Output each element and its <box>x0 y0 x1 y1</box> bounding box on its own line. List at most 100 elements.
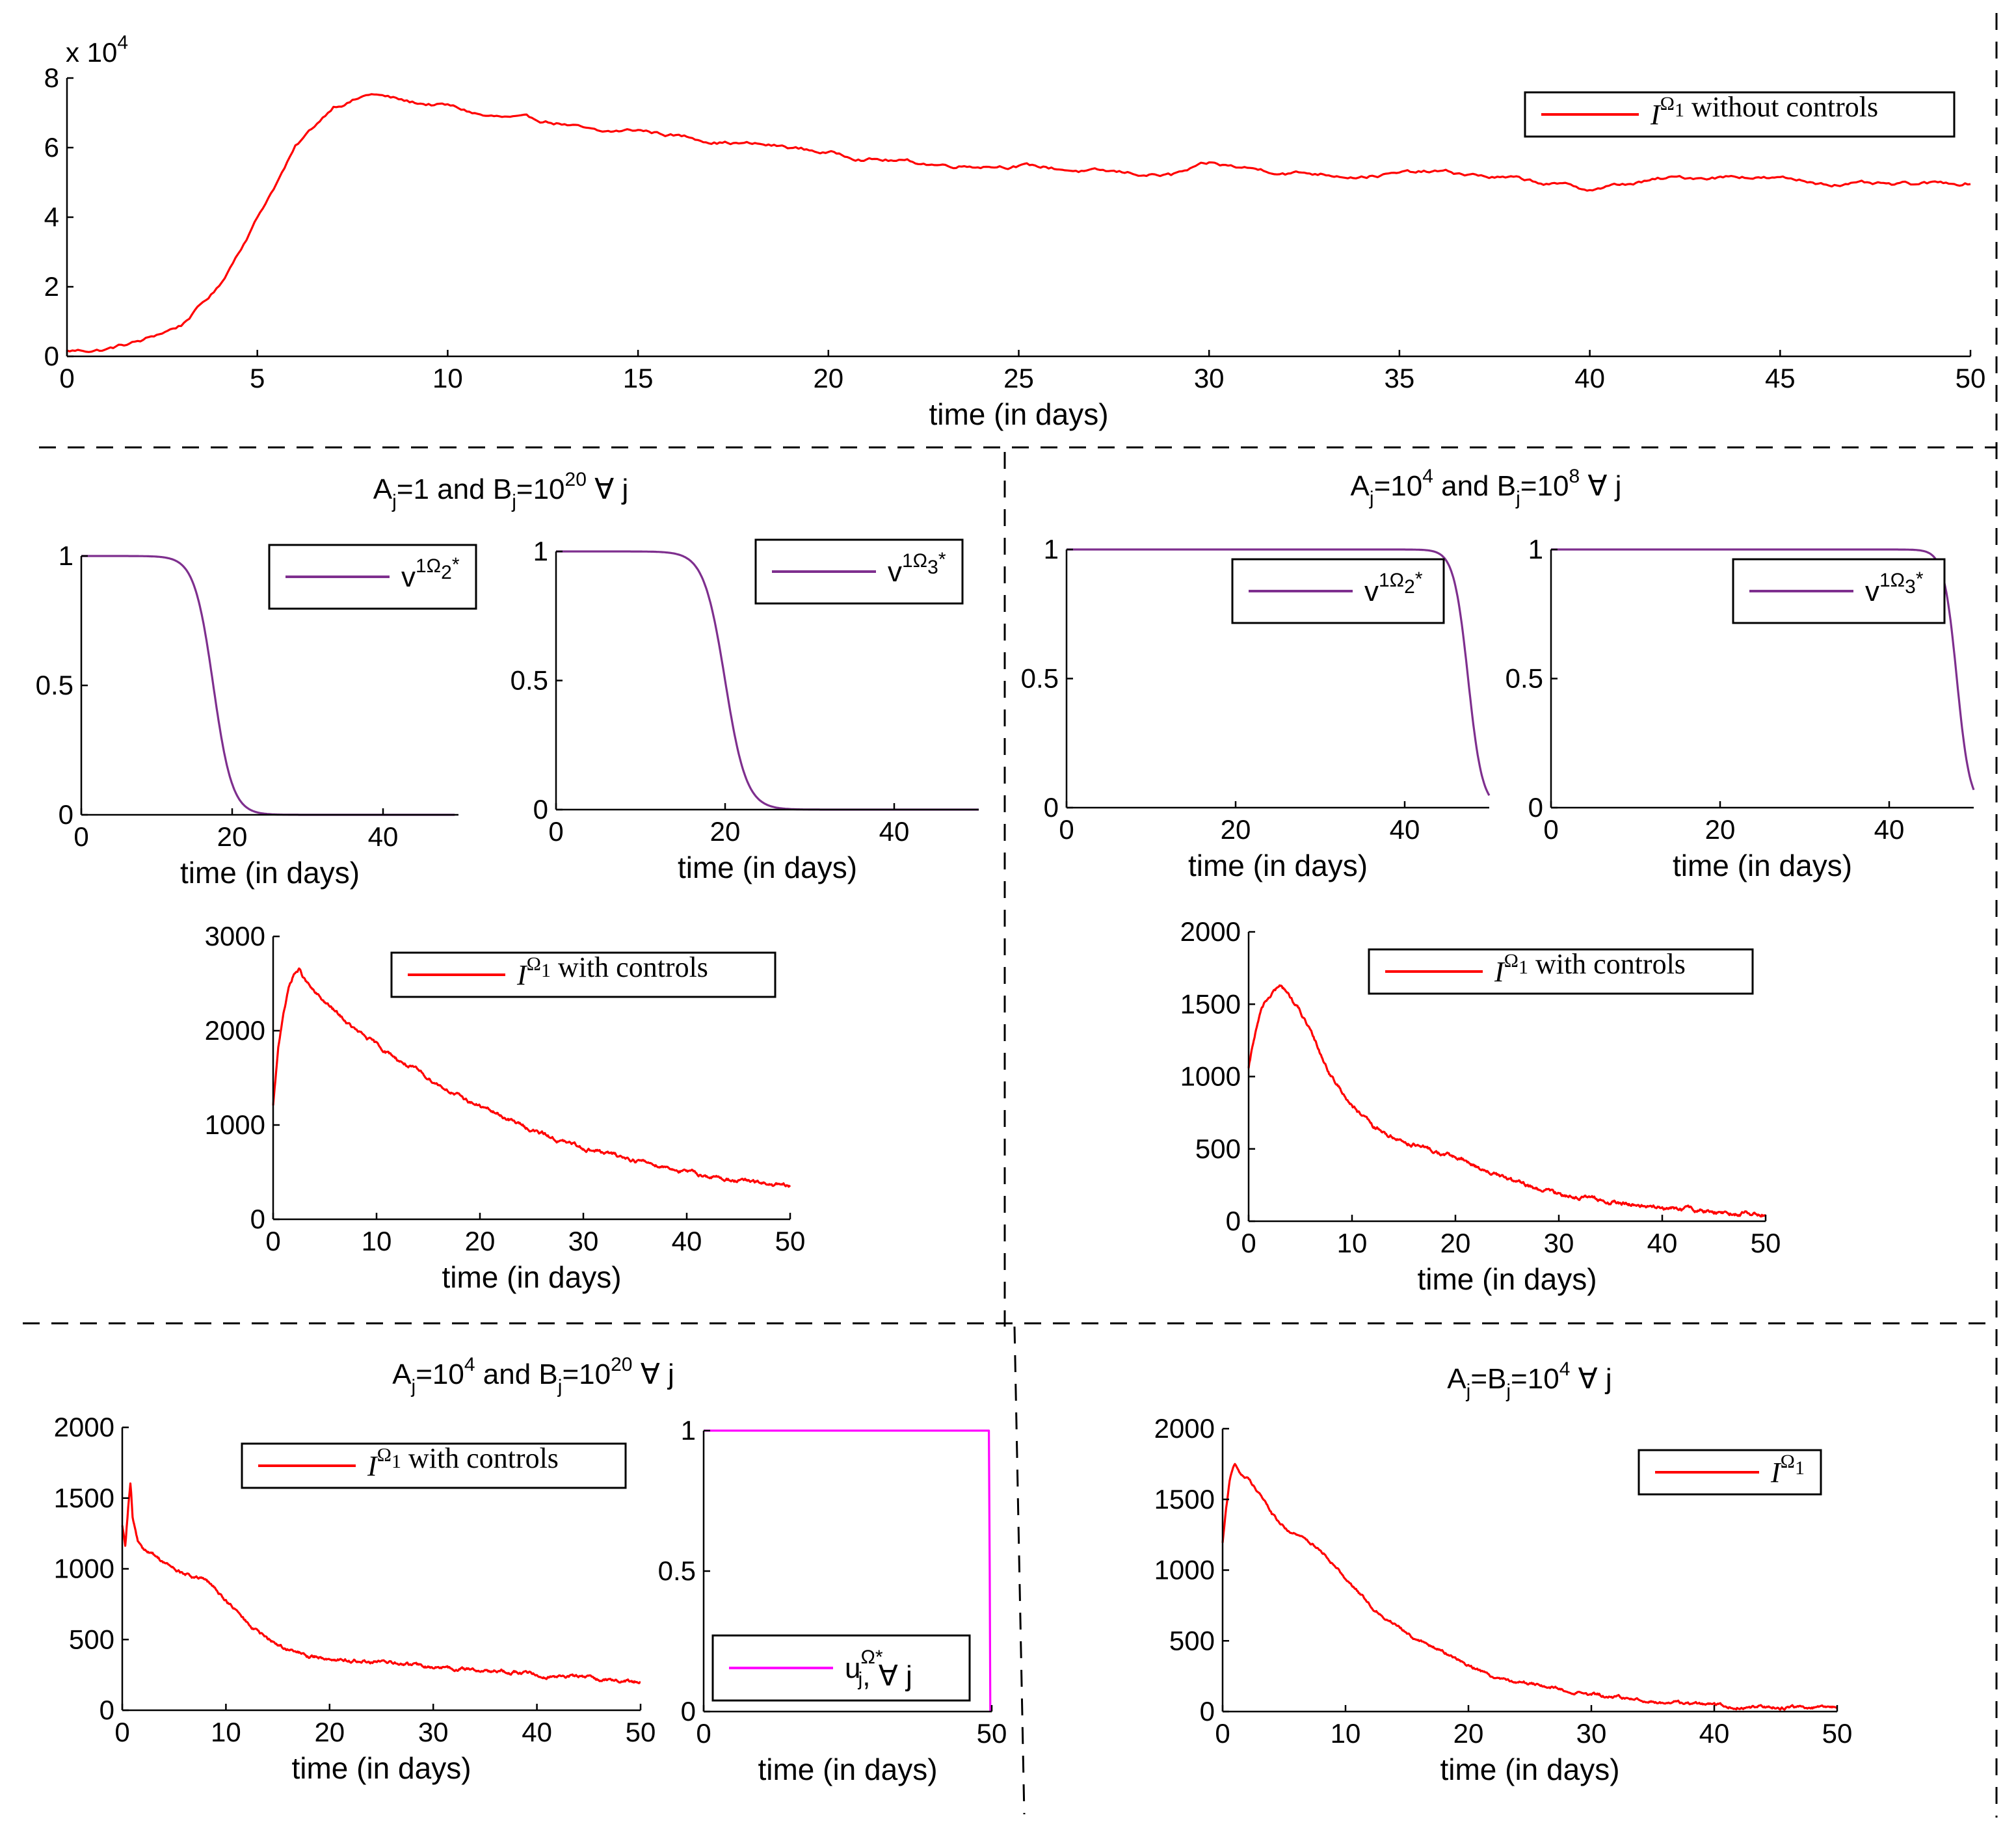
x-tick-label: 15 <box>623 363 654 393</box>
legend-symbol: I <box>516 959 528 991</box>
legend-sup: 1Ω <box>1379 570 1404 591</box>
legend-label: IΩ1 without controls <box>1650 91 1878 131</box>
legend-sup: Ω <box>527 953 541 975</box>
y-tick-label: 0 <box>99 1695 114 1725</box>
legend-label: v1Ω2* <box>1364 568 1423 607</box>
series-line <box>1067 548 1491 796</box>
x-tick-label: 40 <box>1574 363 1605 393</box>
y-tick-label: 1 <box>59 540 73 571</box>
legend-supsub: 1 <box>1795 1457 1805 1479</box>
section-title-s2: Aj=1 and Bj=1020 ∀ j <box>373 469 628 512</box>
legend-sup: 1Ω <box>416 555 441 577</box>
x-tick-label: 40 <box>522 1717 552 1747</box>
x-tick-label: 0 <box>1215 1718 1230 1749</box>
legend-symbol: I <box>367 1450 378 1482</box>
y-tick-label: 2000 <box>1180 916 1241 947</box>
x-axis-label: time (in days) <box>1673 849 1852 882</box>
x-tick-label: 50 <box>775 1226 806 1256</box>
x-tick-label: 10 <box>1337 1228 1368 1258</box>
y-tick-label: 0 <box>533 794 548 825</box>
series-line <box>1551 548 1975 791</box>
x-tick-label: 50 <box>1751 1228 1781 1258</box>
y-tick-label: 0 <box>1200 1696 1215 1727</box>
legend-star: * <box>1916 568 1924 590</box>
series-line <box>1247 984 1766 1218</box>
x-axis-label: time (in days) <box>758 1753 937 1786</box>
y-tick-label: 0.5 <box>511 665 548 696</box>
x-tick-label: 0 <box>696 1718 711 1749</box>
legend-symbol: v <box>401 561 416 593</box>
x-tick-label: 30 <box>1576 1718 1607 1749</box>
x-axis-label: time (in days) <box>1440 1753 1619 1786</box>
legend-star: * <box>452 554 460 576</box>
legend-text: without controls <box>1684 91 1878 123</box>
x-tick-label: 10 <box>1331 1718 1361 1749</box>
legend-symbol: v <box>888 556 902 588</box>
y-tick-label: 0.5 <box>1021 663 1059 694</box>
y-multiplier-base: x 10 <box>66 37 117 68</box>
y-tick-label: 0.5 <box>1505 663 1543 694</box>
series-line <box>272 967 791 1188</box>
x-tick-label: 0 <box>1543 814 1558 845</box>
x-axis-label: time (in days) <box>1417 1262 1597 1296</box>
x-tick-label: 20 <box>314 1717 345 1747</box>
y-tick-label: 1 <box>1044 534 1059 564</box>
x-tick-label: 45 <box>1765 363 1796 393</box>
legend-sup: Ω <box>377 1444 391 1466</box>
plot-infected-with-controls-case2: 0 10 20 30 40 50 0 1000 2000 3000 time (in days) IΩ… <box>205 921 806 1294</box>
y-tick-label: 2000 <box>54 1412 114 1442</box>
section-title-s4: Aj=104 and Bj=1020 ∀ j <box>392 1354 674 1397</box>
x-tick-label: 0 <box>548 816 563 847</box>
y-multiplier: x 104 <box>66 32 128 68</box>
legend-label: IΩ1 with controls <box>367 1442 559 1482</box>
legend-text: with controls <box>401 1442 559 1474</box>
y-tick-label: 0 <box>44 341 59 371</box>
x-tick-label: 40 <box>672 1226 702 1256</box>
y-tick-label: 500 <box>1195 1133 1241 1164</box>
legend-star: * <box>1415 568 1423 590</box>
legend-label: IΩ1 with controls <box>1494 948 1686 988</box>
y-tick-label: 0 <box>681 1696 696 1727</box>
y-tick-label: 1000 <box>54 1554 114 1584</box>
legend-supsub: 3 <box>927 557 938 578</box>
legend-sup: Ω <box>1504 950 1519 972</box>
legend-sup: 1Ω <box>902 550 927 572</box>
x-tick-label: 40 <box>879 816 910 847</box>
y-tick-label: 0.5 <box>658 1555 696 1586</box>
x-tick-label: 0 <box>1241 1228 1256 1258</box>
legend-symbol: v <box>1364 576 1379 607</box>
x-tick-label: 20 <box>1440 1228 1471 1258</box>
x-tick-label: 10 <box>362 1226 392 1256</box>
x-axis-label: time (in days) <box>1188 849 1368 882</box>
plot-u-control-case4: 0 50 0 0.5 1 time (in days) uΩ* j, ∀ j <box>658 1415 1007 1786</box>
y-tick-label: 0 <box>59 799 73 830</box>
legend-supsub: 1 <box>1519 957 1528 978</box>
x-tick-label: 30 <box>418 1717 449 1747</box>
section-title-s3: Aj=104 and Bj=108 ∀ j <box>1351 466 1622 509</box>
x-tick-label: 40 <box>1874 814 1905 845</box>
plot-v1-omega2-case3: 0 20 40 0 0.5 1 time (in days) v1Ω2* <box>1021 534 1491 882</box>
legend-supsub: 2 <box>441 562 452 583</box>
x-tick-label: 10 <box>432 363 463 393</box>
plot-v1-omega3-case2: 0 20 40 0 0.5 1 time (in days) v1Ω3* <box>511 536 979 884</box>
y-tick-label: 1500 <box>1180 988 1241 1019</box>
x-axis-label: time (in days) <box>678 851 857 884</box>
x-tick-label: 40 <box>1647 1228 1678 1258</box>
y-tick-label: 1000 <box>205 1109 265 1140</box>
series-line <box>66 93 1971 353</box>
x-tick-label: 50 <box>626 1717 656 1747</box>
y-tick-label: 0 <box>1044 792 1059 823</box>
legend-supsub: 3 <box>1905 576 1916 598</box>
x-tick-label: 40 <box>1699 1718 1730 1749</box>
x-axis-label: time (in days) <box>442 1260 621 1294</box>
y-tick-label: 2000 <box>205 1015 265 1046</box>
y-tick-label: 1000 <box>1154 1555 1215 1585</box>
x-tick-label: 35 <box>1385 363 1415 393</box>
x-tick-label: 0 <box>59 363 74 393</box>
y-tick-label: 500 <box>1169 1625 1215 1656</box>
legend-text: , ∀ j <box>862 1660 912 1692</box>
